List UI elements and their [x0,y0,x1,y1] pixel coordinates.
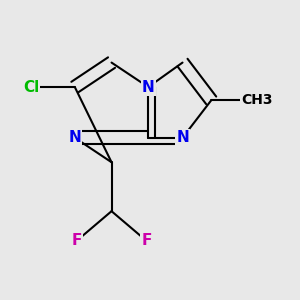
Text: N: N [176,130,189,145]
Text: Cl: Cl [23,80,39,94]
Text: F: F [71,233,82,248]
Text: F: F [141,233,152,248]
Text: N: N [142,80,155,94]
Text: N: N [68,130,81,145]
Text: CH3: CH3 [241,93,272,107]
